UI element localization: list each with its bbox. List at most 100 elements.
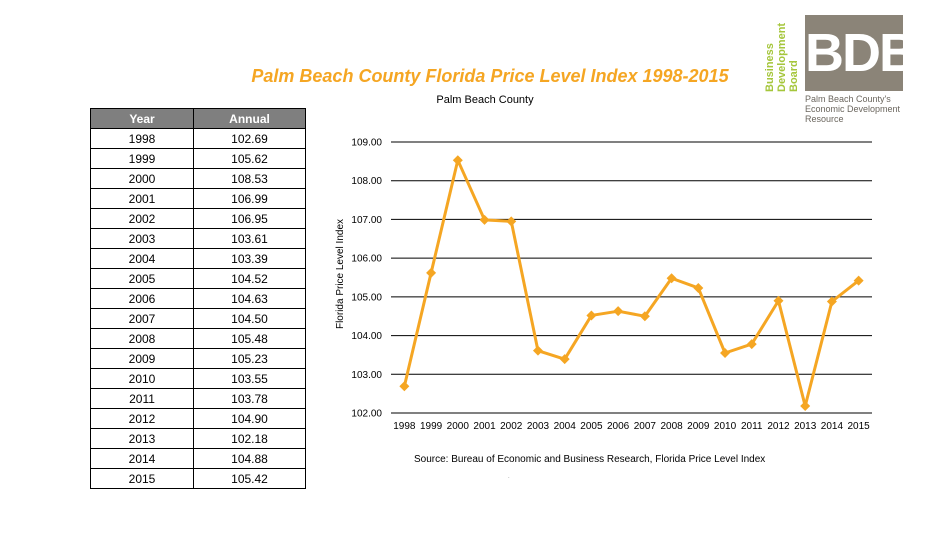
table-row: 2001 106.99 xyxy=(90,188,306,209)
cell-annual: 104.63 xyxy=(193,288,306,309)
x-tick-label: 2003 xyxy=(527,421,550,432)
data-point xyxy=(613,306,624,317)
data-point xyxy=(559,354,570,365)
cell-annual: 105.48 xyxy=(193,328,306,349)
cell-annual: 106.95 xyxy=(193,208,306,229)
price-index-table: Year Annual 1998 102.69 1999 105.62 2000 108.… xyxy=(90,108,306,489)
cell-annual: 102.18 xyxy=(193,428,306,449)
cell-year: 2000 xyxy=(90,168,194,189)
table-row: 1999 105.62 xyxy=(90,148,306,169)
data-point xyxy=(506,216,517,227)
y-tick-label: 103.00 xyxy=(351,370,382,381)
y-tick-label: 102.00 xyxy=(351,409,382,420)
data-point xyxy=(639,311,650,322)
data-point xyxy=(426,267,437,278)
data-point xyxy=(826,296,837,307)
x-tick-label: 1999 xyxy=(420,421,443,432)
x-tick-label: 2011 xyxy=(741,421,763,432)
cell-annual: 105.62 xyxy=(193,148,306,169)
y-tick-label: 107.00 xyxy=(351,215,382,226)
x-tick-label: 1998 xyxy=(393,421,416,432)
cell-annual: 106.99 xyxy=(193,188,306,209)
table-row: 2000 108.53 xyxy=(90,168,306,189)
logo-tagline: Palm Beach County's Economic Development… xyxy=(805,94,915,124)
y-axis-ticks: 102.00 103.00 104.00 105.00 106.00 107.00 108.… xyxy=(351,138,382,420)
table-row: 2012 104.90 xyxy=(90,408,306,429)
logo-tagline-line-2: Economic Development Resource xyxy=(805,104,901,124)
y-axis-label: Florida Price Level Index xyxy=(335,219,346,329)
chart-title: Palm Beach County xyxy=(436,94,534,106)
cell-year: 2012 xyxy=(90,408,194,429)
cell-annual: 104.88 xyxy=(193,448,306,469)
data-point xyxy=(479,214,490,225)
x-tick-label: 2007 xyxy=(634,421,657,432)
table-row: 2014 104.88 xyxy=(90,448,306,469)
x-tick-label: 2015 xyxy=(848,421,871,432)
cell-year: 2010 xyxy=(90,368,194,389)
table-row: 2009 105.23 xyxy=(90,348,306,369)
data-point xyxy=(532,345,543,356)
cell-annual: 104.52 xyxy=(193,268,306,289)
cell-annual: 103.39 xyxy=(193,248,306,269)
logo-words: Business Development Board xyxy=(764,22,800,92)
cell-annual: 102.69 xyxy=(193,128,306,149)
cell-annual: 104.90 xyxy=(193,408,306,429)
cell-year: 2002 xyxy=(90,208,194,229)
table-row: 2011 103.78 xyxy=(90,388,306,409)
cell-annual: 103.55 xyxy=(193,368,306,389)
table-row: 1998 102.69 xyxy=(90,128,306,149)
table-body: 1998 102.69 1999 105.62 2000 108.53 2001 106.99… xyxy=(90,128,306,489)
data-point xyxy=(853,275,864,286)
cell-year: 2015 xyxy=(90,468,194,489)
x-tick-label: 2006 xyxy=(607,421,630,432)
x-tick-label: 2000 xyxy=(447,421,470,432)
y-tick-label: 104.00 xyxy=(351,331,382,342)
table-row: 2004 103.39 xyxy=(90,248,306,269)
table-row: 2015 105.42 xyxy=(90,468,306,489)
table-row: 2010 103.55 xyxy=(90,368,306,389)
x-tick-label: 2013 xyxy=(794,421,817,432)
table-row: 2003 103.61 xyxy=(90,228,306,249)
cell-annual: 103.78 xyxy=(193,388,306,409)
source-note: Source: Bureau of Economic and Business … xyxy=(414,454,766,465)
cell-year: 2001 xyxy=(90,188,194,209)
gridlines xyxy=(391,141,872,414)
cell-year: 1999 xyxy=(90,148,194,169)
cell-year: 2013 xyxy=(90,428,194,449)
cell-annual: 104.50 xyxy=(193,308,306,329)
cell-year: 2009 xyxy=(90,348,194,369)
y-tick-label: 106.00 xyxy=(351,254,382,265)
series-layer xyxy=(399,155,864,412)
data-point xyxy=(452,155,463,166)
cell-year: 1998 xyxy=(90,128,194,149)
data-point xyxy=(586,310,597,321)
data-point xyxy=(720,347,731,358)
price-index-line-chart: 102.00 103.00 104.00 105.00 106.00 107.00 108.… xyxy=(335,138,872,432)
column-header-annual: Annual xyxy=(193,108,306,129)
table-row: 2005 104.52 xyxy=(90,268,306,289)
cell-annual: 105.23 xyxy=(193,348,306,369)
series-line xyxy=(402,158,860,408)
cell-annual: 105.42 xyxy=(193,468,306,489)
cell-year: 2007 xyxy=(90,308,194,329)
x-tick-label: 2014 xyxy=(821,421,844,432)
x-tick-label: 2005 xyxy=(580,421,603,432)
stray-mark: . xyxy=(508,474,510,480)
column-header-year: Year xyxy=(90,108,194,129)
cell-annual: 103.61 xyxy=(193,228,306,249)
data-point xyxy=(746,339,757,350)
cell-annual: 108.53 xyxy=(193,168,306,189)
cell-year: 2005 xyxy=(90,268,194,289)
table-header-row: Year Annual xyxy=(90,108,306,129)
data-point xyxy=(399,381,410,392)
x-tick-label: 2009 xyxy=(687,421,710,432)
x-tick-label: 2002 xyxy=(500,421,523,432)
x-tick-label: 2010 xyxy=(714,421,737,432)
cell-year: 2006 xyxy=(90,288,194,309)
table-row: 2008 105.48 xyxy=(90,328,306,349)
x-tick-label: 2001 xyxy=(473,421,496,432)
table-row: 2006 104.63 xyxy=(90,288,306,309)
cell-year: 2004 xyxy=(90,248,194,269)
table-row: 2013 102.18 xyxy=(90,428,306,449)
x-tick-label: 2004 xyxy=(554,421,577,432)
